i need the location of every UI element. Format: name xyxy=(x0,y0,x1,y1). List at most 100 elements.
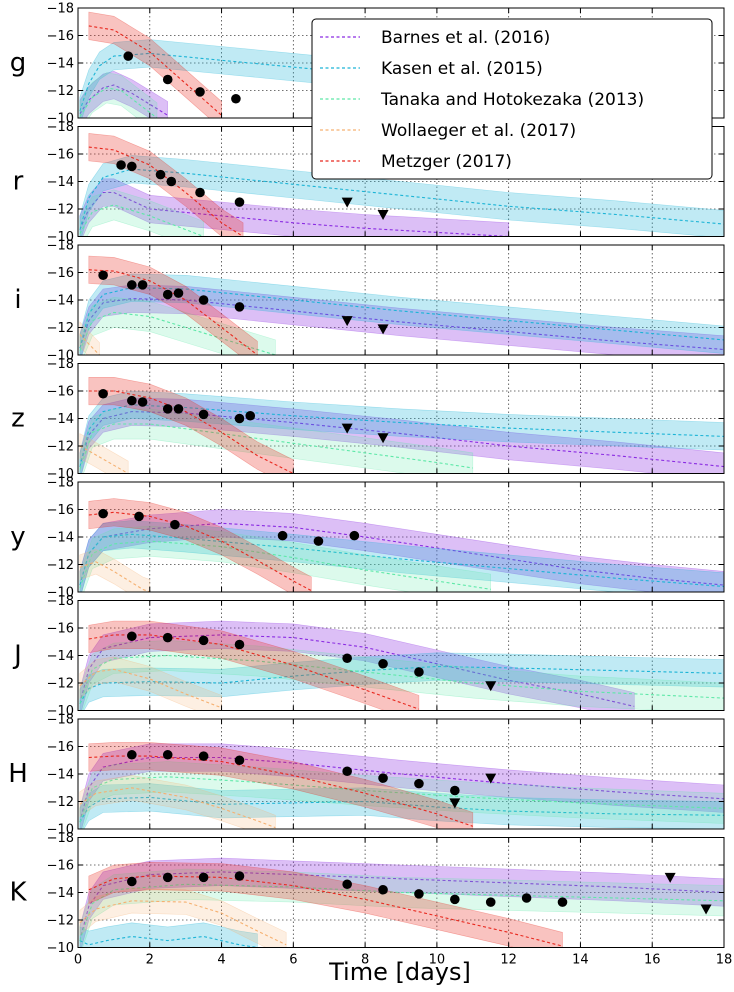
model-band-tanaka xyxy=(79,72,158,118)
model-band-tanaka xyxy=(79,761,724,829)
panels-group: −18−16−14−12−10g−18−16−14−12−10r−18−16−1… xyxy=(8,2,732,968)
x-ticks: 0 2 4 6 8 10 12 14 16 18 xyxy=(74,837,732,968)
model-line-tanaka xyxy=(79,311,276,355)
detection-point xyxy=(231,93,241,104)
panel-K: −18 −16 −14 −12 −100 2 4 6 8 10 12 14 16 18 K xyxy=(9,831,732,968)
x-tick-label: 4 xyxy=(217,953,225,968)
detection-point xyxy=(123,51,134,61)
y-tick-label: −10 xyxy=(47,467,74,482)
detection-point xyxy=(98,388,108,399)
y-tick-label: −16 xyxy=(47,859,74,874)
y-tick-label: −12 xyxy=(47,558,74,573)
upper-limit-marker xyxy=(377,324,389,335)
model-band-wollaeger xyxy=(79,888,287,948)
detection-point xyxy=(378,773,388,783)
y-tick-label: −16 xyxy=(47,740,74,755)
y-tick-label: −18 xyxy=(47,831,74,846)
detection-point xyxy=(173,404,184,414)
x-ticks xyxy=(77,719,725,829)
y-tick-label: −10 xyxy=(47,941,74,956)
observations-group xyxy=(98,508,360,546)
band-label-y: y xyxy=(10,522,25,552)
detection-point xyxy=(378,884,388,895)
detection-point xyxy=(155,169,166,180)
upper-limit-marker xyxy=(341,316,353,327)
y-ticks: −18 −16 −14 −12 −10 xyxy=(47,713,724,838)
x-tick-label: 2 xyxy=(146,953,154,968)
y-ticks: −18 −16 −14 −12 −10 xyxy=(47,831,724,956)
y-tick-label: −12 xyxy=(47,440,74,455)
y-ticks: −18 −16 −14 −12 −10 xyxy=(47,476,724,601)
y-tick-label: −18 xyxy=(47,120,74,135)
detection-point xyxy=(414,778,424,789)
upper-limit-marker xyxy=(377,433,389,444)
y-tick-label: −12 xyxy=(47,203,74,218)
panel-y: −18 −16 −14 −12 −10 y xyxy=(10,476,725,601)
detection-point xyxy=(198,409,209,420)
band-label-H: H xyxy=(8,759,28,789)
model-band-tanaka xyxy=(79,525,491,592)
model-band-wollaeger xyxy=(79,656,222,711)
detection-point xyxy=(162,289,173,300)
x-tick-label: 14 xyxy=(572,953,589,968)
y-ticks: −18 −16 −14 −12 −10 xyxy=(47,594,724,719)
observations-group xyxy=(116,160,389,220)
panel-r: −18 −16 −14 −12 −10 r xyxy=(13,120,725,245)
y-tick-label: −12 xyxy=(47,914,74,929)
detection-point xyxy=(198,872,209,883)
detection-point xyxy=(127,280,137,290)
x-tick-label: 8 xyxy=(361,953,369,968)
model-line-metzger xyxy=(88,146,244,237)
x-tick-label: 6 xyxy=(289,953,297,968)
detection-point xyxy=(450,785,460,796)
model-line-metzger xyxy=(88,875,563,947)
y-tick-label: −18 xyxy=(47,357,74,372)
models-group xyxy=(79,742,724,829)
detection-point xyxy=(162,404,173,414)
detection-point xyxy=(234,755,245,766)
detection-point xyxy=(557,897,568,907)
detection-point xyxy=(521,893,532,903)
model-band-kasen xyxy=(79,520,724,592)
detection-point xyxy=(162,749,173,760)
y-tick-label: −16 xyxy=(47,266,74,281)
model-band-metzger xyxy=(88,742,474,829)
detection-point xyxy=(485,897,496,907)
detection-point xyxy=(234,302,245,312)
x-tick-label: 0 xyxy=(74,953,82,968)
y-tick-label: −16 xyxy=(47,503,74,518)
detection-point xyxy=(116,160,126,170)
y-tick-label: −14 xyxy=(47,886,74,901)
detection-point xyxy=(198,751,209,761)
model-line-tanaka xyxy=(79,883,724,941)
observations-group xyxy=(98,270,389,335)
observations-group xyxy=(127,749,497,809)
y-tick-label: −14 xyxy=(47,412,74,427)
model-band-kasen xyxy=(79,783,724,829)
y-tick-label: −14 xyxy=(47,768,74,783)
model-band-metzger xyxy=(88,620,420,711)
y-tick-label: −12 xyxy=(47,677,74,692)
detection-point xyxy=(127,749,137,760)
detection-point xyxy=(127,876,137,887)
band-label-i: i xyxy=(14,285,21,315)
detection-point xyxy=(162,74,173,85)
band-label-K: K xyxy=(9,878,27,908)
x-tick-label: 16 xyxy=(644,953,661,968)
legend-box xyxy=(311,18,713,180)
model-band-wollaeger xyxy=(79,321,100,355)
model-band-barnes xyxy=(79,620,635,711)
band-label-J: J xyxy=(12,641,22,671)
model-line-kasen xyxy=(79,935,258,948)
y-tick-label: −14 xyxy=(47,649,74,664)
models-group xyxy=(79,498,724,592)
y-tick-label: −10 xyxy=(47,349,74,364)
model-line-kasen xyxy=(79,796,724,823)
y-tick-label: −18 xyxy=(47,476,74,491)
panel-z: −18 −16 −14 −12 −10 z xyxy=(11,357,725,482)
upper-limit-marker xyxy=(341,423,353,434)
y-ticks: −18 −16 −14 −12 −10 xyxy=(47,239,724,364)
model-band-kasen xyxy=(79,652,724,711)
model-band-metzger xyxy=(88,861,563,948)
